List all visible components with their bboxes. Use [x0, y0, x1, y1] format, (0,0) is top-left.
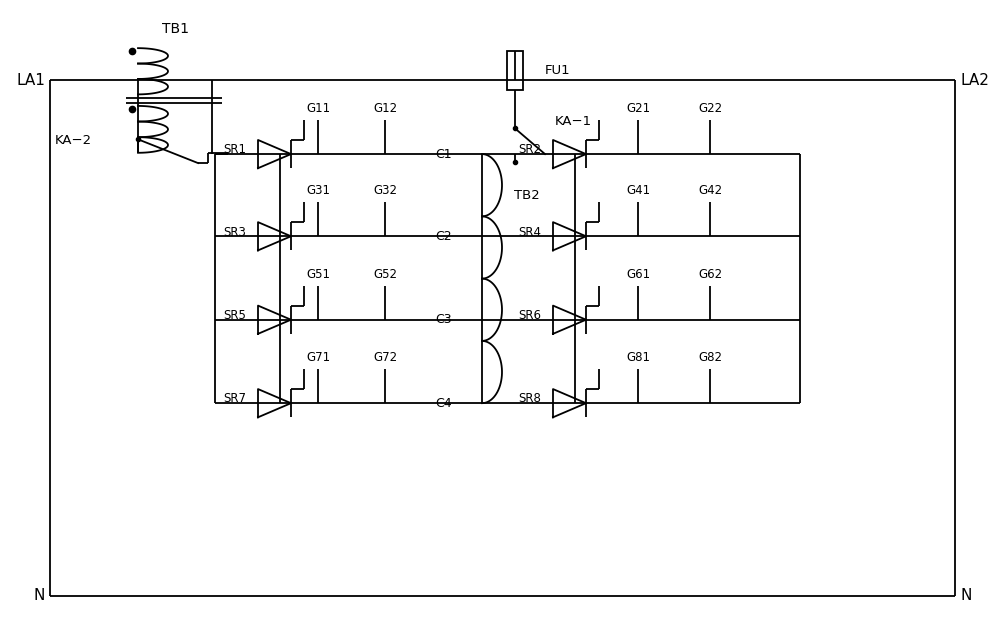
Text: G62: G62: [698, 268, 722, 281]
Text: G41: G41: [626, 184, 650, 197]
Text: N: N: [960, 588, 971, 603]
Text: C2: C2: [435, 230, 452, 243]
Text: TB1: TB1: [162, 22, 188, 36]
Text: TB2: TB2: [514, 189, 540, 202]
Text: SR2: SR2: [518, 143, 541, 157]
Text: G52: G52: [373, 268, 397, 281]
Text: G42: G42: [698, 184, 722, 197]
Text: SR5: SR5: [224, 309, 246, 322]
Text: KA−2: KA−2: [55, 134, 92, 147]
Text: G61: G61: [626, 268, 650, 281]
Text: SR3: SR3: [224, 225, 246, 239]
Text: G72: G72: [373, 351, 397, 364]
Text: G31: G31: [306, 184, 330, 197]
Text: FU1: FU1: [545, 64, 571, 77]
Bar: [507, 51, 523, 90]
Text: G71: G71: [306, 351, 330, 364]
Text: G11: G11: [306, 102, 330, 115]
Text: LA1: LA1: [16, 73, 45, 88]
Text: G22: G22: [698, 102, 722, 115]
Text: SR4: SR4: [518, 225, 541, 239]
Text: SR6: SR6: [518, 309, 541, 322]
Text: SR1: SR1: [223, 143, 246, 157]
Text: G32: G32: [373, 184, 397, 197]
Text: G21: G21: [626, 102, 650, 115]
Text: C3: C3: [435, 313, 452, 326]
Text: SR7: SR7: [223, 392, 246, 406]
Text: LA2: LA2: [960, 73, 989, 88]
Text: C4: C4: [435, 397, 452, 410]
Text: SR8: SR8: [519, 392, 541, 406]
Text: G51: G51: [306, 268, 330, 281]
Text: G81: G81: [626, 351, 650, 364]
Text: G82: G82: [698, 351, 722, 364]
Text: C1: C1: [435, 148, 452, 160]
Text: N: N: [34, 588, 45, 603]
Text: G12: G12: [373, 102, 397, 115]
Text: KA−1: KA−1: [555, 116, 592, 128]
